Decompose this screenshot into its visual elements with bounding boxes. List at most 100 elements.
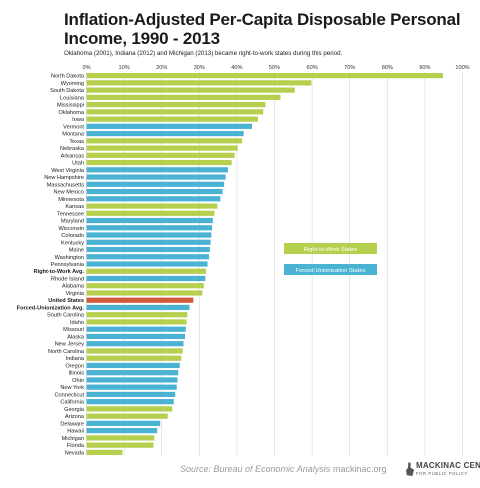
bar	[86, 355, 182, 361]
source-note: Source: Bureau of Economic Analysis	[180, 464, 331, 474]
category-label: Rhode Island	[51, 276, 84, 282]
bar	[86, 203, 218, 209]
category-label: Kansas	[65, 204, 84, 210]
legend-right-to-work-swatch	[284, 243, 377, 254]
bar	[86, 145, 238, 151]
bar	[86, 420, 161, 427]
bar	[86, 167, 228, 173]
category-label: Illinois	[68, 371, 84, 377]
category-label: Ohio	[72, 378, 84, 384]
bar	[86, 297, 194, 303]
bar	[86, 261, 208, 267]
site-link[interactable]: mackinac.org	[333, 464, 387, 474]
x-tick-label: 40%	[231, 65, 242, 71]
category-label: Forced-Unionization Avg.	[17, 305, 85, 311]
category-label: Nebraska	[60, 146, 85, 152]
category-label: United States	[48, 298, 84, 304]
category-label: Washington	[55, 255, 84, 261]
category-label: Iowa	[72, 117, 85, 123]
x-tick-label: 80%	[382, 65, 393, 71]
bar	[86, 109, 264, 115]
category-label: South Dakota	[50, 88, 85, 94]
x-tick-label: 100%	[455, 65, 469, 71]
bar	[86, 225, 213, 231]
logo-main-text: MACKINAC CENTER	[416, 461, 480, 470]
category-label: Oklahoma	[59, 110, 85, 116]
bar	[86, 101, 266, 108]
category-label: Hawaii	[67, 429, 84, 435]
mackinac-logo: MACKINAC CENTER FOR PUBLIC POLICY	[406, 461, 480, 481]
category-label: Minnesota	[58, 197, 85, 203]
category-label: Texas	[69, 139, 84, 145]
category-label: Delaware	[60, 421, 84, 427]
x-tick-label: 50%	[269, 65, 280, 71]
category-label: Maine	[69, 248, 84, 254]
category-label: Indiana	[66, 356, 85, 362]
category-label: Montana	[62, 132, 85, 138]
bar	[86, 406, 173, 412]
bar	[86, 413, 168, 419]
category-label: Alaska	[67, 334, 85, 340]
bar	[86, 333, 186, 340]
category-label: Nevada	[65, 450, 85, 456]
bar	[86, 312, 188, 318]
bar	[86, 210, 215, 216]
bar	[86, 94, 281, 100]
bar	[86, 152, 235, 158]
bar	[86, 377, 178, 383]
category-label: Florida	[67, 443, 85, 449]
category-label: Tennessee	[57, 211, 84, 217]
bar	[86, 217, 213, 224]
category-label: Missouri	[63, 327, 84, 333]
category-label: New Jersey	[55, 342, 84, 348]
category-label: Arkansas	[61, 153, 85, 159]
bar	[86, 174, 226, 180]
bar	[86, 304, 190, 311]
x-tick-label: 30%	[194, 65, 205, 71]
category-label: New York	[60, 385, 84, 391]
x-tick-label: 10%	[118, 65, 129, 71]
bar	[86, 428, 158, 434]
bar	[86, 188, 223, 195]
x-tick-label: 90%	[419, 65, 430, 71]
bar	[86, 370, 179, 376]
category-label: Georgia	[64, 407, 85, 413]
bar	[86, 80, 312, 86]
category-label: South Carolina	[47, 313, 85, 319]
x-tick-label: 20%	[156, 65, 167, 71]
category-label: Colorado	[61, 233, 84, 239]
bar	[86, 130, 244, 137]
bar	[86, 159, 232, 166]
category-label: Idaho	[70, 320, 84, 326]
category-label: Alabama	[62, 284, 85, 290]
category-label: Wyoming	[61, 81, 84, 87]
bar	[86, 268, 207, 274]
bar	[86, 449, 123, 455]
category-label: Louisiana	[60, 95, 85, 101]
category-label: Oregon	[65, 363, 84, 369]
bar	[86, 239, 211, 245]
category-label: New Hampshire	[44, 175, 84, 181]
bar	[86, 348, 183, 354]
category-label: North Dakota	[51, 74, 85, 80]
bar	[86, 254, 210, 260]
category-label: Mississippi	[57, 103, 84, 109]
bar	[86, 181, 225, 187]
bar	[86, 196, 221, 202]
category-label: Pennsylvania	[51, 262, 85, 268]
category-label: Michigan	[62, 436, 84, 442]
bar	[86, 123, 252, 129]
chart-title: Inflation-Adjusted Per-Capita Disposable…	[64, 10, 461, 48]
bar	[86, 283, 204, 289]
bar	[86, 73, 443, 79]
category-label: California	[60, 400, 85, 406]
michigan-map-icon	[406, 462, 414, 476]
category-label: Kentucky	[61, 240, 84, 246]
bar	[86, 399, 174, 405]
bar	[86, 442, 154, 448]
category-label: Utah	[72, 161, 84, 167]
bar	[86, 138, 243, 144]
bar	[86, 341, 184, 347]
